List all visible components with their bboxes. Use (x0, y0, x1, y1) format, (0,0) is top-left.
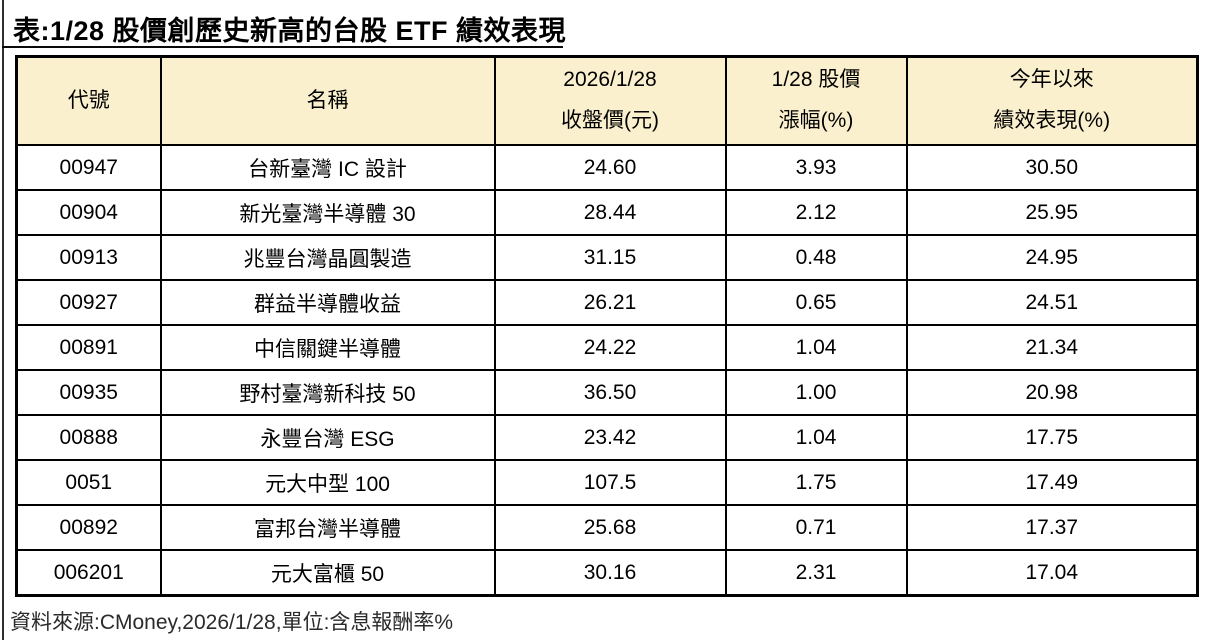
cell-close-price: 30.16 (493, 549, 727, 597)
cell-name: 兆豐台灣晶圓製造 (159, 234, 496, 281)
cell-ytd-perf: 25.95 (905, 189, 1199, 236)
cell-ytd-perf: 17.04 (905, 549, 1199, 597)
cell-ytd-perf: 21.34 (905, 324, 1199, 371)
table-header: 代號 名稱 2026/1/28 收盤價(元) 1/28 股價 漲幅(%) 今年以… (15, 55, 1199, 146)
cell-code: 00947 (15, 144, 162, 191)
cell-change-pct: 1.00 (724, 369, 908, 416)
cell-code: 00892 (15, 504, 162, 551)
cell-name: 中信關鍵半導體 (159, 324, 496, 371)
cell-change-pct: 3.93 (724, 144, 908, 191)
cell-code: 00891 (15, 324, 162, 371)
cell-close-price: 31.15 (493, 234, 727, 281)
table-row: 00935 野村臺灣新科技 50 36.50 1.00 20.98 (15, 369, 1199, 416)
cell-name: 野村臺灣新科技 50 (159, 369, 496, 416)
cell-name: 新光臺灣半導體 30 (159, 189, 496, 236)
table-row: 00891 中信關鍵半導體 24.22 1.04 21.34 (15, 324, 1199, 371)
cell-name: 富邦台灣半導體 (159, 504, 496, 551)
cell-name: 永豐台灣 ESG (159, 414, 496, 461)
source-note: 資料來源:CMoney,2026/1/28,單位:含息報酬率% (10, 611, 454, 634)
column-header-close: 2026/1/28 收盤價(元) (493, 55, 727, 146)
table-row: 00888 永豐台灣 ESG 23.42 1.04 17.75 (15, 414, 1199, 461)
cell-code: 006201 (15, 549, 162, 597)
column-header-code: 代號 (15, 55, 162, 146)
cell-close-price: 107.5 (493, 459, 727, 506)
cell-change-pct: 2.31 (724, 549, 908, 597)
cell-code: 00927 (15, 279, 162, 326)
cell-name: 元大富櫃 50 (159, 549, 496, 597)
cell-close-price: 28.44 (493, 189, 727, 236)
table-row: 00913 兆豐台灣晶圓製造 31.15 0.48 24.95 (15, 234, 1199, 281)
cell-name: 元大中型 100 (159, 459, 496, 506)
cell-code: 0051 (15, 459, 162, 506)
cell-code: 00888 (15, 414, 162, 461)
cell-change-pct: 0.65 (724, 279, 908, 326)
table-row: 00947 台新臺灣 IC 設計 24.60 3.93 30.50 (15, 144, 1199, 191)
left-edge-divider (2, 0, 4, 640)
etf-table-body: 00947 台新臺灣 IC 設計 24.60 3.93 30.50 00904 … (15, 144, 1199, 597)
cell-close-price: 25.68 (493, 504, 727, 551)
cell-close-price: 26.21 (493, 279, 727, 326)
cell-close-price: 36.50 (493, 369, 727, 416)
cell-change-pct: 1.04 (724, 414, 908, 461)
cell-ytd-perf: 17.37 (905, 504, 1199, 551)
table-row: 00904 新光臺灣半導體 30 28.44 2.12 25.95 (15, 189, 1199, 236)
cell-ytd-perf: 30.50 (905, 144, 1199, 191)
cell-code: 00935 (15, 369, 162, 416)
cell-code: 00904 (15, 189, 162, 236)
title-underline (2, 46, 563, 48)
cell-change-pct: 1.04 (724, 324, 908, 371)
column-header-name: 名稱 (159, 55, 496, 146)
cell-change-pct: 0.71 (724, 504, 908, 551)
page-title: 表:1/28 股價創歷史新高的台股 ETF 績效表現 (13, 16, 567, 46)
cell-change-pct: 1.75 (724, 459, 908, 506)
column-header-ytd: 今年以來 績效表現(%) (905, 55, 1199, 146)
table-row: 00892 富邦台灣半導體 25.68 0.71 17.37 (15, 504, 1199, 551)
header-row: 代號 名稱 2026/1/28 收盤價(元) 1/28 股價 漲幅(%) 今年以… (15, 55, 1199, 146)
table-row: 006201 元大富櫃 50 30.16 2.31 17.04 (15, 549, 1199, 597)
cell-change-pct: 0.48 (724, 234, 908, 281)
table-row: 00927 群益半導體收益 26.21 0.65 24.51 (15, 279, 1199, 326)
cell-close-price: 24.60 (493, 144, 727, 191)
cell-ytd-perf: 24.95 (905, 234, 1199, 281)
cell-ytd-perf: 20.98 (905, 369, 1199, 416)
cell-change-pct: 2.12 (724, 189, 908, 236)
column-header-change: 1/28 股價 漲幅(%) (724, 55, 908, 146)
cell-code: 00913 (15, 234, 162, 281)
cell-name: 台新臺灣 IC 設計 (159, 144, 496, 191)
cell-name: 群益半導體收益 (159, 279, 496, 326)
cell-ytd-perf: 24.51 (905, 279, 1199, 326)
cell-ytd-perf: 17.49 (905, 459, 1199, 506)
etf-performance-table: 代號 名稱 2026/1/28 收盤價(元) 1/28 股價 漲幅(%) 今年以… (15, 55, 1199, 597)
cell-close-price: 24.22 (493, 324, 727, 371)
cell-ytd-perf: 17.75 (905, 414, 1199, 461)
cell-close-price: 23.42 (493, 414, 727, 461)
table-row: 0051 元大中型 100 107.5 1.75 17.49 (15, 459, 1199, 506)
